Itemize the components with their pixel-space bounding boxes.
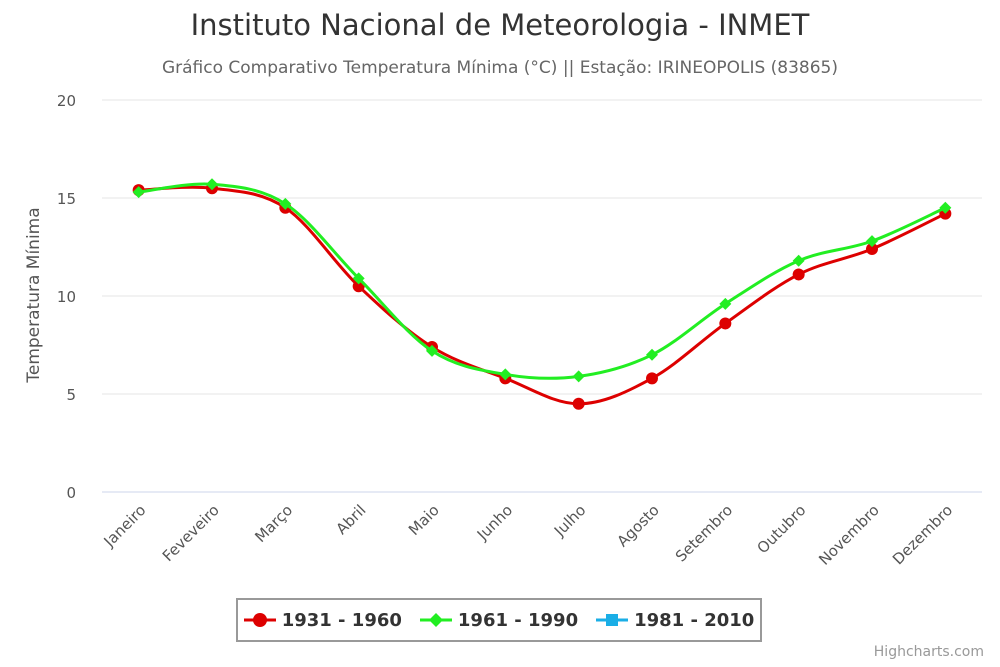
data-point[interactable] bbox=[939, 201, 952, 214]
legend-circle-icon bbox=[243, 613, 276, 627]
legend: 1931 - 1960 1961 - 1990 1981 - 2010 bbox=[236, 598, 762, 642]
data-point[interactable] bbox=[499, 368, 512, 381]
y-axis-ticks: 0 5 10 15 20 bbox=[57, 92, 76, 502]
legend-marker-1 bbox=[252, 613, 267, 627]
data-point[interactable] bbox=[719, 317, 732, 330]
data-point[interactable] bbox=[352, 272, 365, 285]
legend-marker-3 bbox=[606, 614, 619, 626]
data-point[interactable] bbox=[792, 254, 805, 267]
x-tick-label: Março bbox=[251, 501, 296, 546]
x-axis-ticks: Janeiro Feveveiro Março Abril Maio Junho Julho… bbox=[100, 501, 957, 569]
chart-title: Instituto Nacional de Meteorologia - INM… bbox=[190, 8, 810, 42]
y-tick-label: 5 bbox=[66, 386, 76, 404]
data-point[interactable] bbox=[279, 197, 292, 210]
legend-label-3: 1981 - 2010 bbox=[634, 609, 755, 631]
x-tick-label: Julho bbox=[550, 501, 589, 540]
data-point[interactable] bbox=[866, 235, 878, 248]
legend-item-series-1[interactable]: 1931 - 1960 bbox=[243, 609, 402, 631]
x-tick-label: Dezembro bbox=[889, 501, 956, 568]
data-point[interactable] bbox=[792, 268, 805, 281]
x-tick-label: Agosto bbox=[613, 501, 662, 550]
data-point[interactable] bbox=[206, 178, 218, 191]
series-lines bbox=[132, 178, 952, 410]
y-axis-title: Temperatura Mínima bbox=[24, 207, 44, 383]
data-point[interactable] bbox=[646, 348, 658, 361]
y-tick-label: 15 bbox=[57, 190, 76, 208]
y-tick-label: 0 bbox=[66, 484, 76, 502]
x-tick-label: Junho bbox=[473, 501, 516, 544]
y-tick-label: 10 bbox=[57, 288, 76, 306]
x-tick-label: Outubro bbox=[753, 501, 809, 557]
data-point[interactable] bbox=[572, 370, 585, 383]
legend-item-series-2[interactable]: 1961 - 1990 bbox=[419, 609, 579, 631]
x-tick-label: Novembro bbox=[815, 501, 883, 569]
legend-label-2: 1961 - 1990 bbox=[457, 609, 579, 631]
series-line-2 bbox=[138, 182, 946, 380]
data-point[interactable] bbox=[132, 186, 145, 199]
data-point[interactable] bbox=[646, 372, 658, 385]
legend-label-1: 1931 - 1960 bbox=[281, 609, 402, 631]
data-point[interactable] bbox=[572, 397, 585, 410]
x-tick-label: Maio bbox=[405, 501, 443, 539]
chart-subtitle: Gráfico Comparativo Temperatura Mínima (… bbox=[161, 58, 839, 78]
legend-marker-2 bbox=[428, 613, 443, 627]
data-point[interactable] bbox=[866, 242, 878, 255]
x-tick-label: Abril bbox=[333, 501, 370, 538]
x-tick-label: Feveveiro bbox=[159, 501, 223, 565]
legend-item-series-3[interactable]: 1981 - 2010 bbox=[596, 610, 754, 631]
data-point[interactable] bbox=[719, 297, 732, 310]
y-tick-label: 20 bbox=[57, 92, 76, 110]
x-tick-label: Janeiro bbox=[100, 501, 150, 551]
grid-lines bbox=[102, 99, 982, 493]
data-point[interactable] bbox=[426, 344, 438, 357]
legend-diamond-icon bbox=[419, 613, 452, 627]
credits-link[interactable]: Highcharts.com bbox=[873, 644, 984, 660]
legend-square-icon bbox=[596, 614, 629, 626]
x-tick-label: Setembro bbox=[672, 501, 736, 565]
